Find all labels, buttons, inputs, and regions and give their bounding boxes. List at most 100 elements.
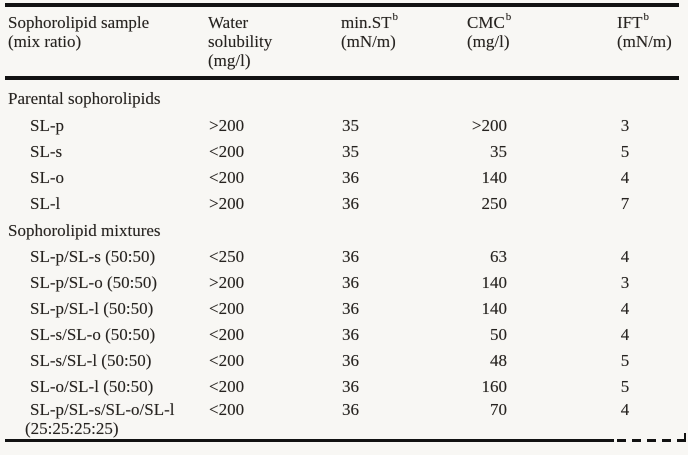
min-st-label: min.ST xyxy=(341,13,392,32)
cell-min-st: 36 xyxy=(342,400,359,419)
table-row: SL-s <200 35 35 5 xyxy=(0,139,688,165)
cell-water-solubility: <200 xyxy=(209,168,245,187)
scan-artifact-dashes xyxy=(617,439,686,442)
cell-ift: 7 xyxy=(620,194,630,213)
cell-water-solubility: <200 xyxy=(209,377,245,396)
column-header-ift-unit: (mN/m) xyxy=(617,32,672,51)
ift-label: IFT xyxy=(617,13,643,32)
cell-min-st: 36 xyxy=(342,351,359,370)
cell-ift: 3 xyxy=(620,273,630,292)
cell-min-st: 36 xyxy=(342,194,359,213)
column-header-cmc-label: CMCb xyxy=(467,11,512,32)
cmc-footnote-marker: b xyxy=(505,11,512,24)
column-header-sample: Sophorolipid sample (mix ratio) xyxy=(8,13,149,51)
column-header-ift-label: IFTb xyxy=(617,11,672,32)
cell-sample: SL-p/SL-l (50:50) xyxy=(30,299,154,318)
table-row: SL-p >200 35 >200 3 xyxy=(0,113,688,139)
cell-ift: 4 xyxy=(620,299,630,318)
table-top-rule xyxy=(5,3,679,7)
column-header-water-line2: solubility xyxy=(208,32,273,51)
cell-min-st: 36 xyxy=(342,377,359,396)
cell-water-solubility: <250 xyxy=(209,247,245,266)
section-title: Parental sophorolipids xyxy=(8,89,161,108)
cell-cmc: 140 xyxy=(481,168,508,187)
cell-min-st: 36 xyxy=(342,273,359,292)
cell-sample: SL-o/SL-l (50:50) xyxy=(30,377,154,396)
cell-min-st: 36 xyxy=(342,247,359,266)
cell-cmc: 48 xyxy=(490,351,507,370)
cell-sample: SL-p/SL-s/SL-o/SL-l (25:25:25:25) xyxy=(25,400,175,438)
cell-water-solubility: <200 xyxy=(209,351,245,370)
cell-cmc: 63 xyxy=(490,247,507,266)
table-row: SL-s/SL-o (50:50) <200 36 50 4 xyxy=(0,322,688,348)
column-header-sample-line1: Sophorolipid sample xyxy=(8,13,150,32)
cell-min-st: 36 xyxy=(342,325,359,344)
section-title: Sophorolipid mixtures xyxy=(8,221,161,240)
column-header-water-line3: (mg/l) xyxy=(208,51,251,70)
cell-sample: SL-s xyxy=(30,142,63,161)
ift-footnote-marker: b xyxy=(643,11,650,24)
cell-min-st: 35 xyxy=(342,116,359,135)
table-row: SL-o <200 36 140 4 xyxy=(0,165,688,191)
cell-sample-line1: SL-p/SL-s/SL-o/SL-l xyxy=(30,400,175,419)
cell-sample: SL-o xyxy=(30,168,64,187)
cell-cmc: 160 xyxy=(481,377,508,396)
cell-ift: 3 xyxy=(620,116,630,135)
cell-cmc: 140 xyxy=(481,299,508,318)
column-header-min-st-label: min.STb xyxy=(341,11,399,32)
cell-ift: 5 xyxy=(620,377,630,396)
cell-sample: SL-s/SL-l (50:50) xyxy=(30,351,152,370)
cell-water-solubility: >200 xyxy=(209,116,245,135)
table-row: SL-o/SL-l (50:50) <200 36 160 5 xyxy=(0,374,688,400)
min-st-footnote-marker: b xyxy=(392,11,399,24)
cell-sample: SL-p xyxy=(30,116,64,135)
cell-water-solubility: <200 xyxy=(209,142,245,161)
table-row: SL-s/SL-l (50:50) <200 36 48 5 xyxy=(0,348,688,374)
cell-sample-line2: (25:25:25:25) xyxy=(25,419,119,438)
cell-ift: 4 xyxy=(620,400,630,419)
cell-water-solubility: <200 xyxy=(209,299,245,318)
cell-cmc: 140 xyxy=(481,273,508,292)
cell-sample: SL-l xyxy=(30,194,61,213)
column-header-sample-line2: (mix ratio) xyxy=(8,32,82,51)
table-header-rule xyxy=(5,76,679,80)
table-row: SL-p/SL-s/SL-o/SL-l (25:25:25:25) <200 3… xyxy=(0,400,688,438)
column-header-water-solubility: Water solubility (mg/l) xyxy=(208,13,272,70)
column-header-water-line1: Water xyxy=(208,13,249,32)
table-row: SL-p/SL-s (50:50) <250 36 63 4 xyxy=(0,244,688,270)
cell-ift: 4 xyxy=(620,247,630,266)
table-row: SL-l >200 36 250 7 xyxy=(0,191,688,217)
cell-min-st: 35 xyxy=(342,142,359,161)
scan-artifact-tick xyxy=(684,433,686,439)
table-row: SL-p/SL-l (50:50) <200 36 140 4 xyxy=(0,296,688,322)
cell-sample: SL-p/SL-s (50:50) xyxy=(30,247,156,266)
column-header-cmc: CMCb (mg/l) xyxy=(467,11,512,51)
column-header-cmc-unit: (mg/l) xyxy=(467,32,510,51)
column-header-ift: IFTb (mN/m) xyxy=(617,11,672,51)
cell-sample: SL-s/SL-o (50:50) xyxy=(30,325,156,344)
cell-cmc: 35 xyxy=(490,142,507,161)
cell-ift: 5 xyxy=(620,351,630,370)
cell-ift: 4 xyxy=(620,168,630,187)
cell-cmc: 250 xyxy=(481,194,508,213)
table-row: SL-p/SL-o (50:50) >200 36 140 3 xyxy=(0,270,688,296)
cell-min-st: 36 xyxy=(342,168,359,187)
cell-ift: 4 xyxy=(620,325,630,344)
cell-cmc: 70 xyxy=(490,400,507,419)
cell-min-st: 36 xyxy=(342,299,359,318)
cell-sample: SL-p/SL-o (50:50) xyxy=(30,273,158,292)
cell-cmc: 50 xyxy=(490,325,507,344)
cell-water-solubility: <200 xyxy=(209,400,245,419)
cell-water-solubility: >200 xyxy=(209,194,245,213)
table-body: Parental sophorolipids SL-p >200 35 >200… xyxy=(0,80,688,438)
column-header-min-st: min.STb (mN/m) xyxy=(341,11,399,51)
table-bottom-rule xyxy=(5,439,614,442)
cell-ift: 5 xyxy=(620,142,630,161)
section-header-parental: Parental sophorolipids xyxy=(0,85,688,113)
section-header-mixtures: Sophorolipid mixtures xyxy=(0,217,688,244)
cell-water-solubility: >200 xyxy=(209,273,245,292)
column-header-min-st-unit: (mN/m) xyxy=(341,32,396,51)
cell-cmc: >200 xyxy=(471,116,507,135)
cmc-label: CMC xyxy=(467,13,505,32)
